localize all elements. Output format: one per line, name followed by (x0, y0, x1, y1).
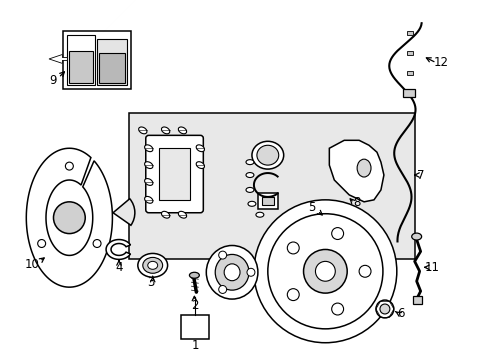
Ellipse shape (196, 145, 204, 152)
Circle shape (246, 268, 254, 276)
Bar (67, 35, 95, 85)
Circle shape (287, 289, 299, 301)
Bar (262, 197, 273, 205)
Text: 2: 2 (190, 298, 198, 311)
Ellipse shape (247, 201, 255, 206)
Ellipse shape (144, 145, 153, 152)
Text: 3: 3 (147, 276, 154, 289)
Circle shape (287, 242, 299, 254)
Circle shape (331, 228, 343, 239)
Ellipse shape (139, 127, 146, 134)
Ellipse shape (161, 127, 169, 134)
Circle shape (267, 214, 382, 329)
Ellipse shape (178, 211, 186, 218)
Bar (158, 148, 190, 200)
Ellipse shape (161, 211, 169, 218)
Circle shape (375, 300, 393, 318)
Circle shape (53, 202, 85, 234)
Polygon shape (106, 239, 130, 260)
Ellipse shape (144, 197, 153, 203)
Bar (406, 31, 412, 35)
Ellipse shape (189, 272, 199, 278)
Circle shape (218, 251, 226, 259)
Polygon shape (328, 140, 383, 202)
Text: 9: 9 (50, 74, 57, 87)
Text: 7: 7 (416, 168, 424, 181)
Ellipse shape (251, 141, 283, 169)
Bar (129, 113, 414, 260)
Text: 10: 10 (24, 258, 39, 271)
Ellipse shape (245, 188, 253, 192)
Ellipse shape (206, 246, 257, 299)
Ellipse shape (142, 257, 163, 273)
Ellipse shape (215, 255, 248, 290)
Ellipse shape (144, 162, 153, 168)
Circle shape (303, 249, 346, 293)
Circle shape (253, 200, 396, 343)
Polygon shape (26, 148, 112, 287)
Ellipse shape (411, 233, 421, 240)
Ellipse shape (256, 145, 278, 165)
Ellipse shape (144, 179, 153, 185)
Ellipse shape (224, 264, 240, 281)
Bar (406, 51, 412, 55)
Ellipse shape (356, 159, 370, 177)
Circle shape (358, 265, 370, 277)
Ellipse shape (196, 162, 204, 168)
FancyArrow shape (49, 54, 67, 63)
Circle shape (38, 239, 45, 247)
Text: 1: 1 (191, 339, 199, 352)
Ellipse shape (138, 253, 167, 277)
Bar (402, 89, 414, 96)
Circle shape (315, 261, 335, 281)
Bar (406, 71, 412, 75)
FancyBboxPatch shape (145, 135, 203, 213)
Ellipse shape (147, 261, 157, 269)
Ellipse shape (245, 159, 253, 165)
Text: 5: 5 (307, 201, 315, 214)
Text: 6: 6 (396, 307, 404, 320)
Circle shape (218, 285, 226, 293)
Bar (99, 53, 124, 83)
Bar (412, 296, 421, 304)
Ellipse shape (255, 212, 264, 217)
Circle shape (65, 162, 73, 170)
Bar (63, 31, 131, 89)
Text: 11: 11 (424, 261, 439, 274)
Wedge shape (113, 199, 135, 225)
Text: 4: 4 (115, 261, 122, 274)
Bar (257, 193, 277, 209)
Bar (181, 315, 209, 339)
Circle shape (379, 304, 389, 314)
Text: 12: 12 (433, 57, 448, 69)
Bar (97, 39, 127, 85)
Text: 8: 8 (353, 196, 360, 209)
Ellipse shape (245, 172, 253, 177)
Ellipse shape (178, 127, 186, 134)
Bar (69, 51, 93, 83)
Circle shape (93, 239, 101, 247)
Circle shape (331, 303, 343, 315)
